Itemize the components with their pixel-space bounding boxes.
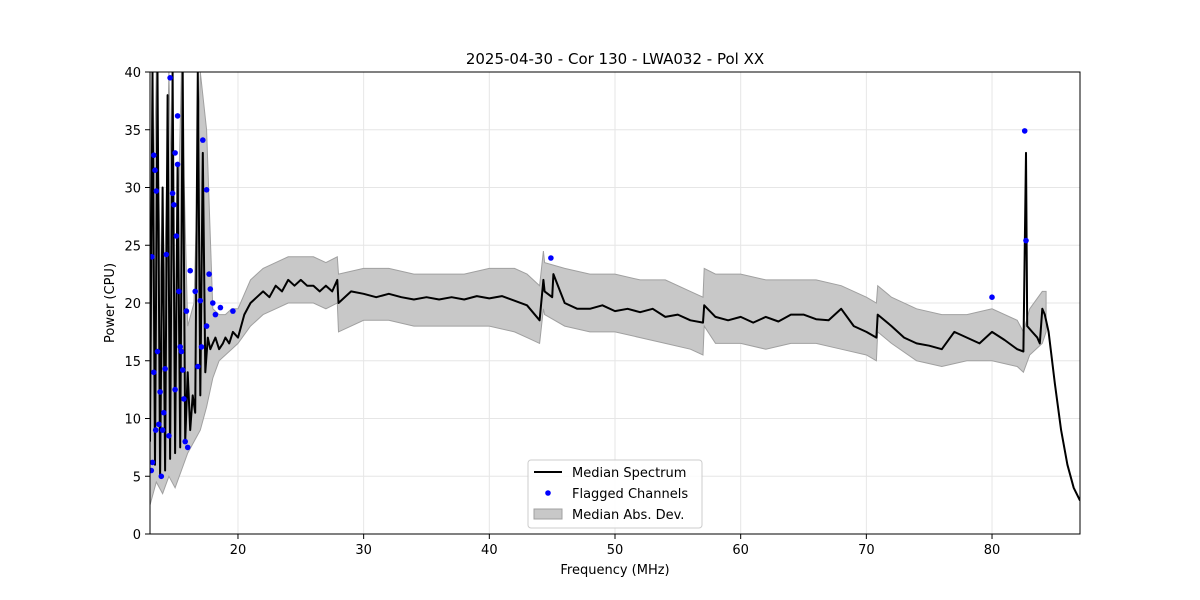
flagged-channel-point [161, 409, 167, 416]
x-tick-label: 20 [230, 543, 247, 558]
x-tick-label: 80 [984, 543, 1001, 558]
mad-band [150, 72, 1047, 506]
chart-title: 2025-04-30 - Cor 130 - LWA032 - Pol XX [466, 50, 764, 68]
median-spectrum-line [150, 72, 1080, 501]
x-tick-label: 70 [858, 543, 875, 558]
y-tick-label: 25 [124, 239, 141, 254]
flagged-channel-point [151, 369, 157, 376]
x-tick-label: 40 [481, 543, 498, 558]
x-tick-label: 30 [355, 543, 372, 558]
x-axis-ticks: 20 30 40 50 60 70 80 [230, 534, 1001, 558]
legend-box [527, 459, 703, 529]
flagged-channel-point [174, 161, 181, 168]
flagged-channel-point [187, 267, 193, 274]
x-tick-label: 60 [732, 543, 749, 558]
legend-mad-label: Median Abs. Dev. [572, 508, 684, 523]
flagged-channel-point [548, 255, 554, 261]
y-tick-label: 5 [133, 470, 141, 485]
flagged-channel-point [169, 190, 176, 197]
flagged-channel-point [163, 251, 170, 258]
flagged-channel-point [157, 389, 163, 395]
flagged-channel-point [1021, 128, 1028, 134]
flagged-channel-point [162, 366, 168, 372]
flagged-channel-point [203, 187, 210, 193]
flagged-channel-point [206, 271, 212, 277]
flagged-channel-point [181, 396, 187, 402]
x-tick-label: 50 [607, 543, 624, 558]
flagged-channel-point [150, 467, 155, 474]
flagged-channel-point [210, 300, 216, 306]
y-tick-label: 40 [124, 66, 141, 81]
y-tick-label: 20 [124, 297, 141, 312]
flagged-channel-point [156, 421, 162, 428]
y-tick-label: 0 [133, 528, 141, 543]
flagged-channel-point [203, 323, 210, 329]
flagged-channel-point [176, 288, 182, 295]
y-tick-label: 35 [124, 124, 141, 139]
flagged-channel-point [200, 137, 206, 143]
flagged-channel-point [195, 363, 201, 370]
flagged-channel-point [184, 444, 191, 451]
legend: Median Spectrum Flagged Channels Median … [527, 459, 703, 529]
flagged-channel-point [182, 438, 188, 445]
mad-band-layer [150, 72, 1047, 506]
flagged-channel-point [212, 311, 219, 318]
flagged-channel-point [159, 427, 166, 433]
flagged-channel-point [217, 304, 224, 311]
flagged-channel-point [153, 188, 160, 194]
flagged-channel-point [179, 367, 186, 373]
flagged-channel-point [1023, 237, 1029, 244]
flagged-channel-point [178, 348, 185, 355]
flagged-channel-point [207, 286, 214, 292]
flagged-channel-point [152, 167, 158, 173]
y-tick-label: 30 [124, 182, 141, 197]
flagged-channel-point [989, 294, 995, 301]
flagged-channel-point [166, 433, 172, 439]
flagged-channel-point [192, 288, 198, 295]
flagged-channel-point [230, 308, 236, 314]
flagged-channel-point [152, 427, 159, 433]
legend-median-label: Median Spectrum [572, 466, 686, 481]
median-spectrum-layer [150, 72, 1080, 501]
y-axis-label: Power (CPU) [103, 263, 118, 343]
y-tick-label: 15 [124, 355, 141, 370]
y-axis-ticks: 0 5 10 15 20 25 30 35 40 [124, 66, 150, 543]
flagged-channel-point [150, 459, 156, 466]
flagged-channel-point [183, 308, 190, 314]
flagged-channel-point [167, 75, 173, 81]
flagged-channel-point [197, 297, 204, 304]
flagged-channel-point [172, 386, 178, 393]
flagged-channel-point [171, 202, 177, 208]
flagged-channel-point [150, 254, 155, 260]
flagged-channel-point [154, 348, 161, 355]
x-axis-label: Frequency (MHz) [560, 563, 669, 578]
legend-mad-swatch [533, 508, 563, 520]
flagged-channel-point [172, 150, 178, 156]
flagged-channel-point [151, 152, 157, 158]
flagged-channels-layer [150, 75, 1029, 480]
flagged-channel-point [173, 233, 180, 239]
flagged-channel-point [198, 344, 205, 350]
flagged-channel-point [177, 344, 183, 350]
flagged-channel-point [174, 113, 181, 119]
legend-flagged-swatch [545, 490, 551, 496]
legend-flagged-label: Flagged Channels [572, 487, 688, 502]
y-tick-label: 10 [124, 413, 141, 428]
flagged-channel-point [158, 473, 165, 480]
